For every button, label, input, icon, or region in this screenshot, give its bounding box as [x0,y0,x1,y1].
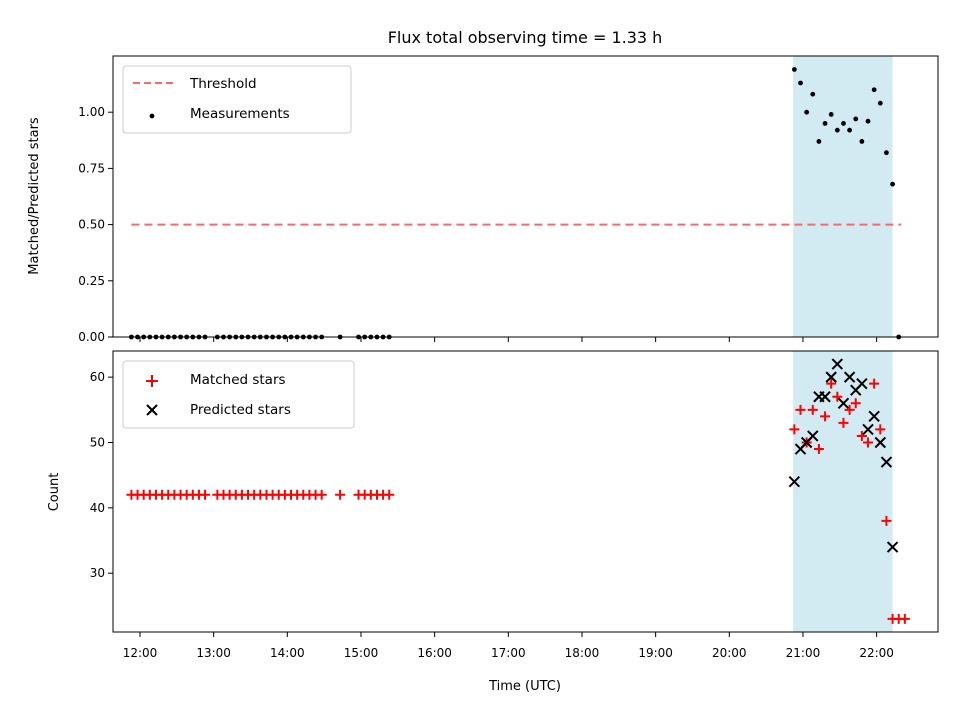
y-tick-label: 60 [90,370,105,384]
bottom-panel-marks [126,358,910,624]
matched-star-point [384,489,395,500]
observing-window-highlight [793,351,893,632]
measurement-point [890,181,895,187]
bottom-y-axis-label: Count [47,473,62,512]
y-tick-label: 1.00 [78,105,105,119]
matched-star-point [899,613,910,624]
measurement-point [810,91,816,97]
matched-star-point [856,430,867,441]
y-tick-label: 0.75 [78,161,105,175]
measurement-point [828,112,834,117]
x-tick-label: 12:00 [123,646,158,660]
top-y-axis-label: Matched/Predicted stars [27,117,42,275]
matched-star-point [881,515,892,526]
measurement-point [853,116,859,122]
measurement-point [804,109,810,115]
y-tick-label: 0.25 [78,274,105,288]
predicted-star-point [837,397,850,409]
matched-star-point [335,489,346,500]
top-panel: 0.00 0.25 0.50 0.75 1.00 Matched/Predicted s… [27,55,939,344]
predicted-star-point [874,436,887,449]
top-legend-box [122,65,352,134]
x-tick-label: 18:00 [565,646,600,660]
y-tick-label: 30 [90,566,105,580]
legend-predicted-swatch [146,404,158,416]
legend-measurements-swatch [149,113,155,119]
predicted-star-point [843,371,856,383]
x-tick-label: 19:00 [638,646,673,660]
matched-star-point [850,398,861,409]
x-tick-label: 22:00 [859,646,894,660]
measurement-point [847,127,853,133]
observing-window-span [793,56,893,337]
predicted-star-point [886,541,899,553]
matched-star-point [795,404,806,415]
predicted-star-point [788,475,801,488]
matched-star-point [789,424,800,435]
x-tick-label: 20:00 [712,646,747,660]
y-tick-label: 50 [90,435,105,449]
matched-star-point [826,378,837,389]
x-tick-label: 17:00 [491,646,526,660]
predicted-star-point [856,377,868,390]
bottom-legend: Matched stars Predicted stars [122,360,355,429]
y-tick-label: 0.50 [78,218,105,232]
predicted-star-point [880,456,893,468]
predicted-star-point [831,358,844,370]
measurement-point [822,121,828,126]
matched-star-point [844,404,855,415]
legend-measurements-label: Measurements [190,106,290,122]
predicted-star-point [862,423,874,436]
measurement-point [859,139,865,144]
matched-star-point [838,417,849,428]
x-tick-label: 13:00 [196,646,231,660]
observing-window-highlight [793,56,893,337]
y-tick-label: 40 [90,501,105,515]
chart-title: Flux total observing time = 1.33 h [388,28,663,47]
observing-window-span [793,351,893,632]
measurement-point [877,100,883,106]
bottom-legend-box [122,360,355,429]
measurement-point [834,127,840,133]
measurement-point [798,80,803,86]
matched-star-point [820,411,831,422]
legend-matched-swatch [146,375,158,387]
matched-star-point [832,391,843,402]
legend-matched-label: Matched stars [190,372,286,388]
bottom-panel-frame [112,350,939,633]
y-tick-label: 0.00 [78,330,105,344]
x-tick-label: 14:00 [270,646,305,660]
measurement-point [841,121,846,126]
x-tick-label: 16:00 [417,646,452,660]
x-axis-label: Time (UTC) [488,679,561,694]
predicted-star-point [825,371,837,383]
matched-star-point [813,444,824,455]
matched-star-point [316,489,327,500]
measurement-point [791,67,797,72]
legend-predicted-label: Predicted stars [190,402,291,418]
top-panel-frame [112,55,939,338]
predicted-star-point [868,410,880,423]
matched-star-point [875,424,886,435]
predicted-star-point [819,391,831,403]
measurement-point [884,150,889,156]
top-x-ticks [139,337,878,342]
matched-star-point [863,437,874,448]
bottom-x-ticks: 12:00 13:00 14:00 15:00 16:00 17:00 18:00 19:00… [123,632,894,660]
matched-star-point [200,489,211,500]
legend-threshold-label: Threshold [189,76,257,92]
matched-star-point [869,378,880,389]
matched-star-point [807,404,818,415]
top-y-ticks: 0.00 0.25 0.50 0.75 1.00 [78,105,113,344]
measurement-point [871,87,877,93]
x-tick-label: 15:00 [344,646,379,660]
x-tick-label: 21:00 [786,646,821,660]
top-legend: Threshold Measurements [122,65,352,134]
measurement-point [865,118,871,124]
measurement-point [816,139,822,144]
predicted-star-point [807,430,819,442]
bottom-y-ticks: 30 40 50 60 [90,370,113,580]
